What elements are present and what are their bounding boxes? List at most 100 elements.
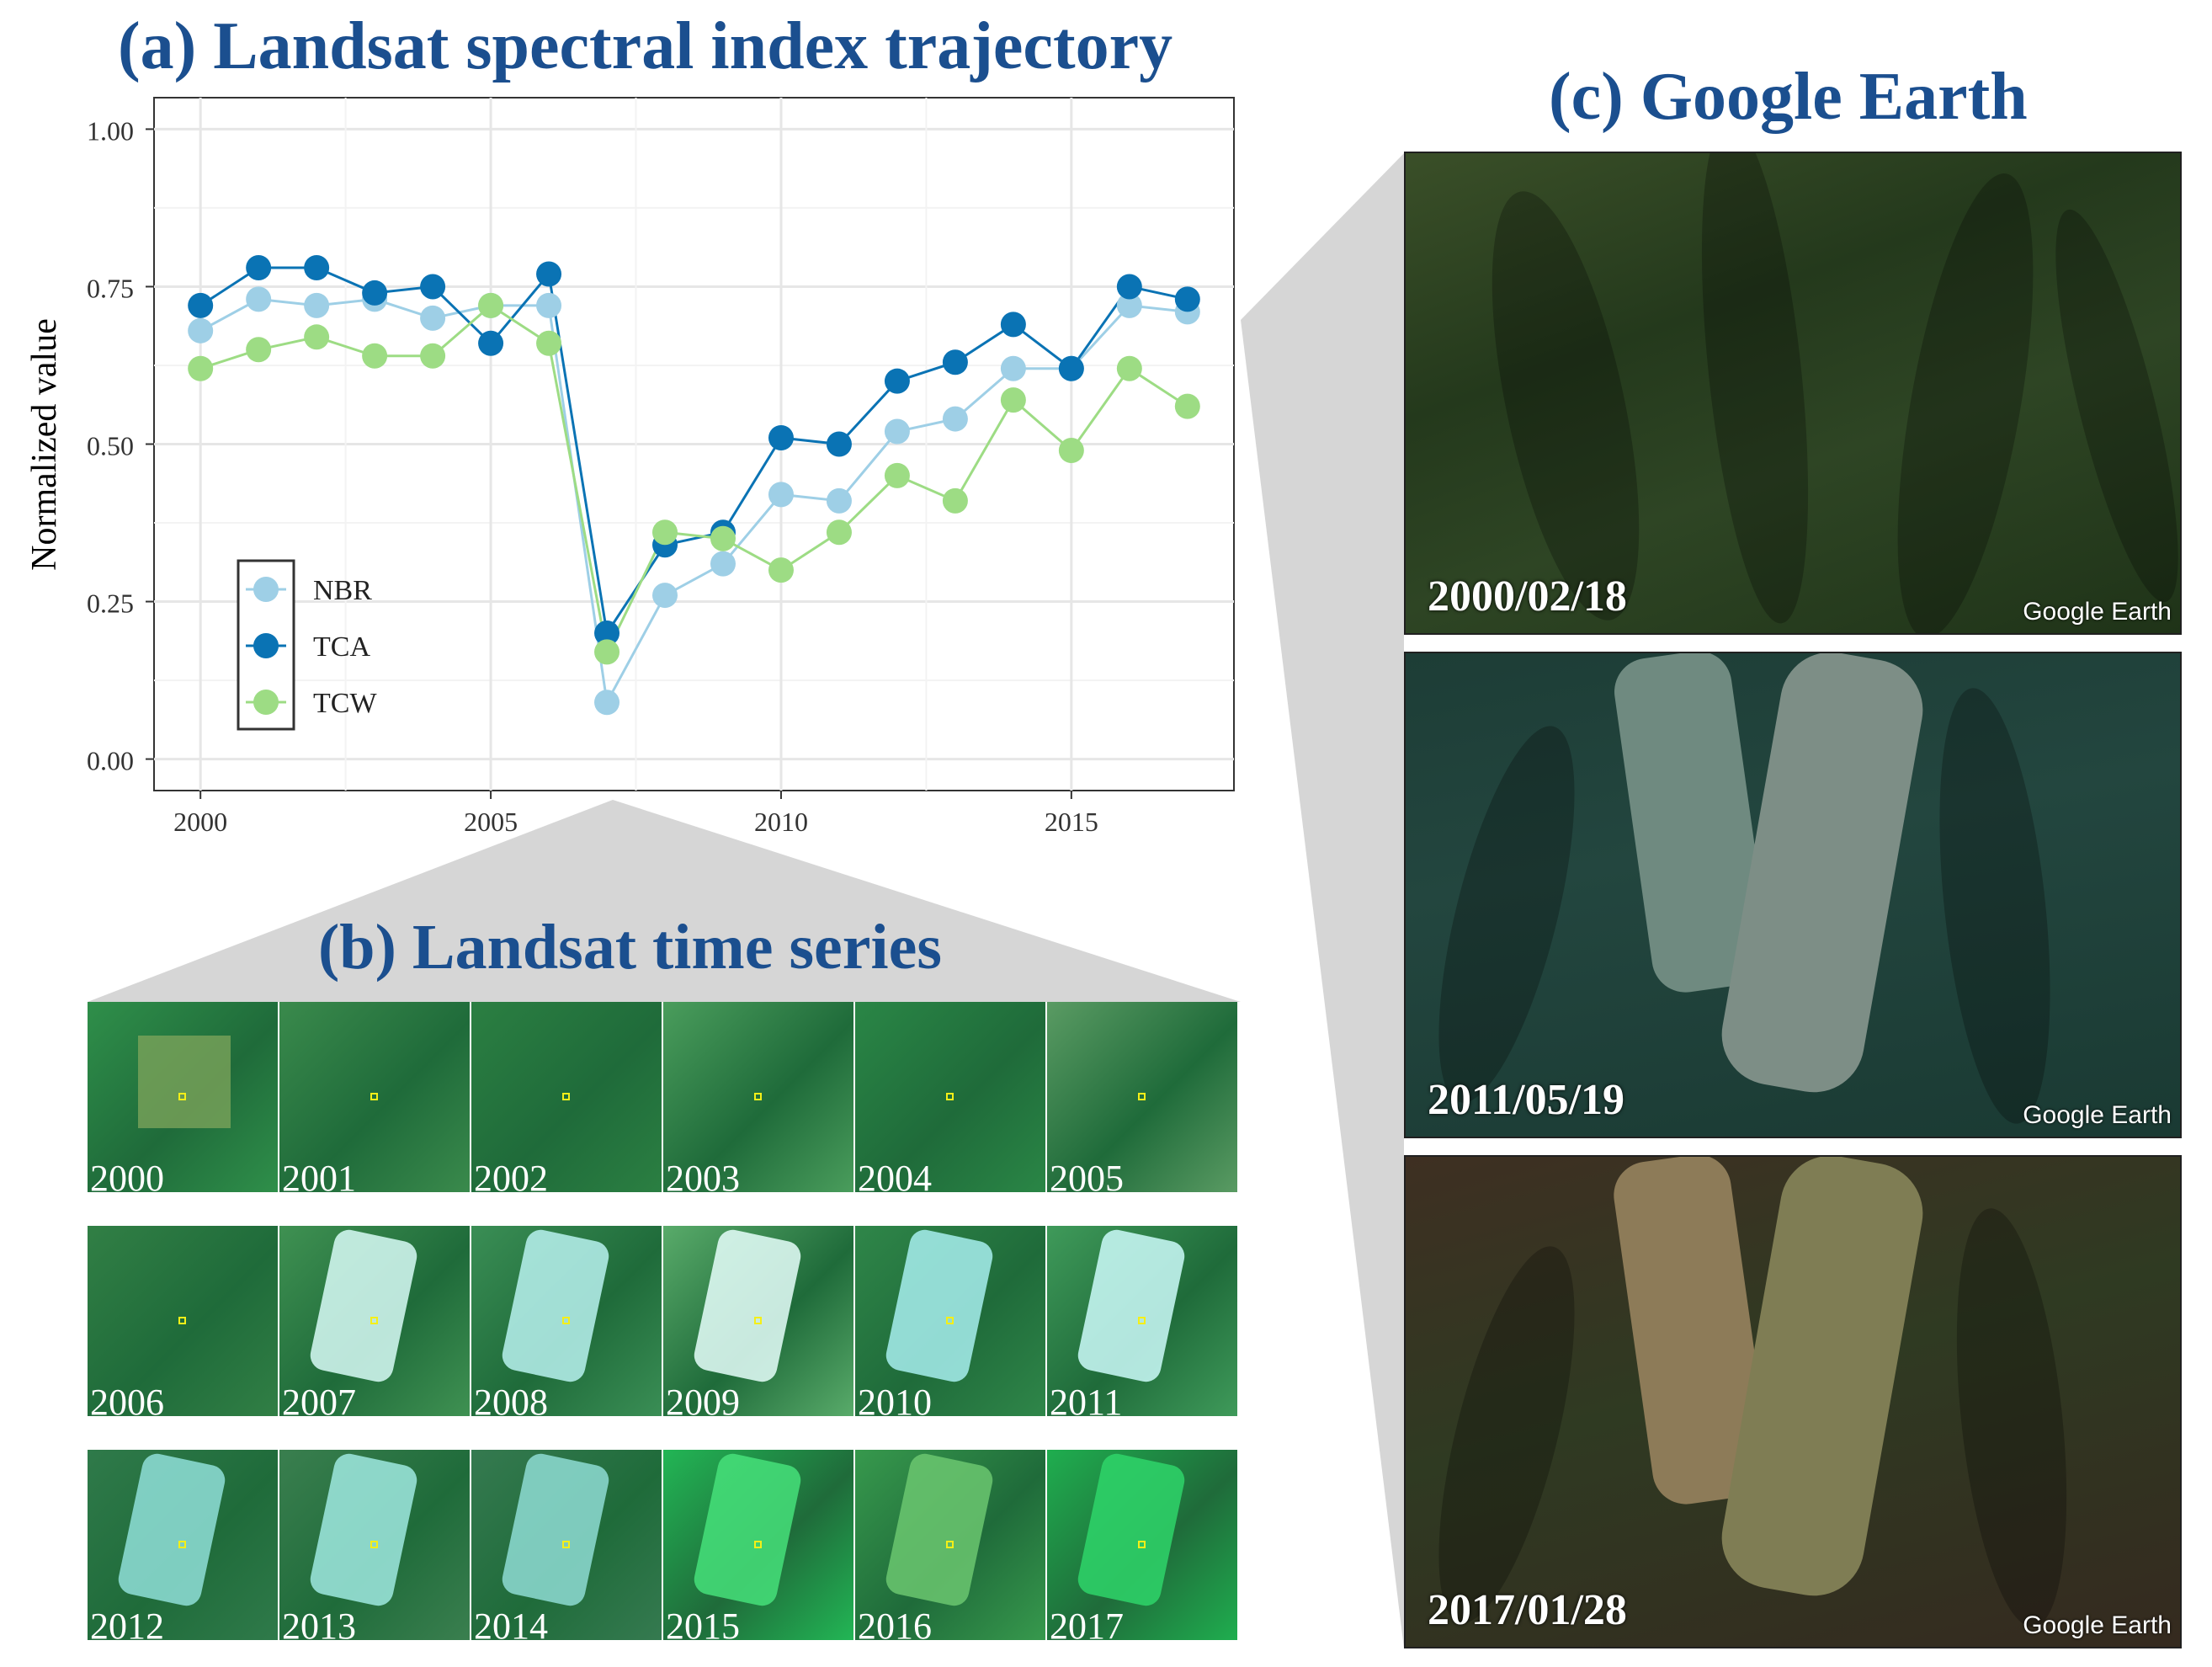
landsat-tile-2000: 2000 xyxy=(88,1002,278,1192)
tile-year-label: 2015 xyxy=(666,1606,740,1641)
landsat-tile-2014: 2014 xyxy=(471,1450,662,1640)
point-nbr-2012 xyxy=(884,418,910,445)
landsat-tile-2003: 2003 xyxy=(663,1002,853,1192)
y-tick-label: 0.25 xyxy=(87,589,134,619)
tile-year-label: 2003 xyxy=(666,1158,740,1193)
tile-year-label: 2014 xyxy=(474,1606,548,1641)
x-tick-label: 2010 xyxy=(754,807,808,837)
image-date: 2011/05/19 xyxy=(1428,1076,1625,1124)
point-tca-2013 xyxy=(942,349,968,375)
sample-pixel-marker xyxy=(946,1093,954,1100)
point-tcw-2016 xyxy=(1116,355,1142,381)
landsat-tile-2011: 2011 xyxy=(1047,1226,1237,1416)
point-tcw-2006 xyxy=(536,330,562,356)
point-tca-2000 xyxy=(188,292,214,318)
trajectory-chart: 0.00 0.25 0.50 0.75 1.00 2000 2005 2010 2015 Nor… xyxy=(25,97,1235,837)
point-tcw-2015 xyxy=(1058,437,1084,463)
point-tca-2001 xyxy=(246,255,272,281)
point-tcw-2011 xyxy=(826,519,852,546)
tile-year-label: 2006 xyxy=(90,1382,164,1417)
tile-year-label: 2005 xyxy=(1050,1158,1124,1193)
point-tcw-2000 xyxy=(188,355,214,381)
point-tca-2014 xyxy=(1000,312,1026,338)
point-tcw-2017 xyxy=(1174,393,1200,419)
tile-year-label: 2016 xyxy=(858,1606,932,1641)
y-tick-label: 1.00 xyxy=(87,115,134,146)
point-tca-2015 xyxy=(1058,355,1084,381)
landsat-tile-2016: 2016 xyxy=(855,1450,1045,1640)
point-tcw-2014 xyxy=(1000,387,1026,413)
panel-b-title-overlay: (b) Landsat time series xyxy=(318,912,942,983)
point-tcw-2005 xyxy=(478,292,504,318)
sample-pixel-marker xyxy=(562,1093,570,1100)
point-nbr-2002 xyxy=(304,292,330,318)
sample-pixel-marker xyxy=(1138,1317,1146,1324)
landsat-tile-2012: 2012 xyxy=(88,1450,278,1640)
point-tcw-2012 xyxy=(884,462,910,488)
sample-pixel-marker xyxy=(754,1317,762,1324)
series-layer xyxy=(188,255,1200,716)
point-nbr-2014 xyxy=(1000,355,1026,381)
google-earth-image-2000: 2000/02/18 Google Earth xyxy=(1404,152,2182,635)
landsat-tile-2008: 2008 xyxy=(471,1226,662,1416)
tile-year-label: 2009 xyxy=(666,1382,740,1417)
google-earth-watermark: Google Earth xyxy=(2023,598,2172,626)
point-nbr-2004 xyxy=(420,305,446,331)
point-tcw-2002 xyxy=(304,324,330,350)
tile-year-label: 2001 xyxy=(282,1158,356,1193)
landsat-tile-2006: 2006 xyxy=(88,1226,278,1416)
sample-pixel-marker xyxy=(178,1093,186,1100)
legend-marker-nbr xyxy=(253,577,279,602)
point-nbr-2001 xyxy=(246,286,272,312)
landsat-tile-2002: 2002 xyxy=(471,1002,662,1192)
tile-year-label: 2010 xyxy=(858,1382,932,1417)
y-tick-label: 0.50 xyxy=(87,431,134,461)
landsat-tile-2015: 2015 xyxy=(663,1450,853,1640)
point-nbr-2013 xyxy=(942,406,968,432)
point-nbr-2007 xyxy=(594,690,620,716)
image-date: 2000/02/18 xyxy=(1428,573,1627,620)
landsat-tile-2007: 2007 xyxy=(279,1226,470,1416)
point-tcw-2010 xyxy=(768,557,794,583)
point-tcw-2009 xyxy=(710,525,736,551)
point-nbr-2008 xyxy=(652,583,678,609)
point-nbr-2006 xyxy=(536,292,562,318)
google-earth-watermark: Google Earth xyxy=(2023,1101,2172,1129)
sample-pixel-marker xyxy=(754,1541,762,1548)
tile-year-label: 2011 xyxy=(1050,1382,1123,1417)
sample-pixel-marker xyxy=(370,1541,378,1548)
sample-pixel-marker xyxy=(370,1317,378,1324)
image-date: 2017/01/28 xyxy=(1428,1586,1627,1634)
tile-year-label: 2002 xyxy=(474,1158,548,1193)
legend-marker-tcw xyxy=(253,690,279,715)
point-tca-2004 xyxy=(420,274,446,300)
landsat-tile-2009: 2009 xyxy=(663,1226,853,1416)
landsat-tile-2005: 2005 xyxy=(1047,1002,1237,1192)
sample-pixel-marker xyxy=(370,1093,378,1100)
point-tca-2003 xyxy=(362,280,388,306)
point-tcw-2013 xyxy=(942,487,968,514)
tile-year-label: 2012 xyxy=(90,1606,164,1641)
landsat-tile-2001: 2001 xyxy=(279,1002,470,1192)
legend-marker-tca xyxy=(253,633,279,658)
google-earth-image-2011: 2011/05/19 Google Earth xyxy=(1404,652,2182,1138)
google-earth-image-2017: 2017/01/28 Google Earth xyxy=(1404,1155,2182,1648)
landsat-tile-grid: 2000 2001 2002 2003 2004 2005 2006 2007 2008 2009… xyxy=(88,1002,1241,1642)
point-tca-2010 xyxy=(768,425,794,451)
panel-a-title: (a) Landsat spectral index trajectory xyxy=(118,9,1173,83)
legend: NBR TCA TCW xyxy=(237,559,377,731)
point-nbr-2011 xyxy=(826,487,852,514)
google-earth-watermark: Google Earth xyxy=(2023,1611,2172,1639)
point-tcw-2004 xyxy=(420,343,446,369)
tile-year-label: 2017 xyxy=(1050,1606,1124,1641)
y-tick-label: 0.75 xyxy=(87,273,134,303)
point-tcw-2003 xyxy=(362,343,388,369)
landsat-tile-2017: 2017 xyxy=(1047,1450,1237,1640)
sample-pixel-marker xyxy=(946,1317,954,1324)
tile-year-label: 2000 xyxy=(90,1158,164,1193)
sample-pixel-marker xyxy=(1138,1093,1146,1100)
sample-pixel-marker xyxy=(562,1541,570,1548)
point-tca-2002 xyxy=(304,255,330,281)
point-tca-2007 xyxy=(594,620,620,646)
tile-year-label: 2008 xyxy=(474,1382,548,1417)
